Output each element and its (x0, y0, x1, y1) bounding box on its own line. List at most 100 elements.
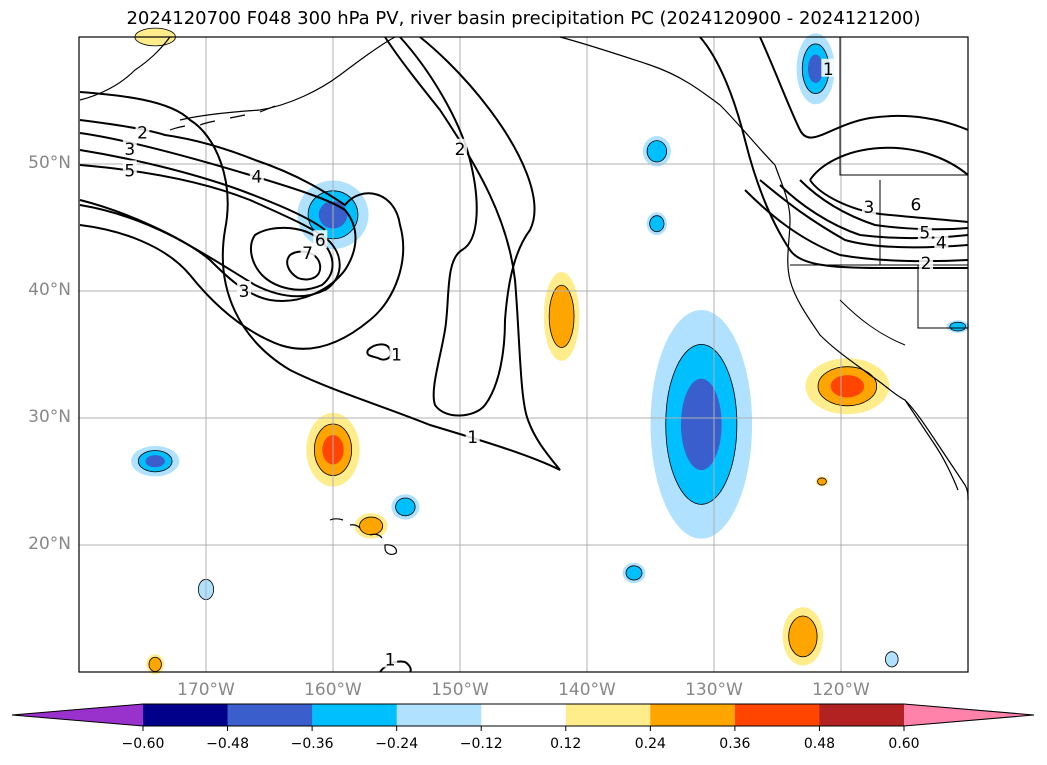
colorbar-segment-3 (396, 704, 482, 726)
colorbar-tick-label-8: 0.48 (803, 736, 836, 752)
pv-contour-3-west (79, 132, 357, 302)
pv-contour-label-1: 3 (124, 140, 135, 160)
precip-patch-17-level-1 (949, 321, 967, 332)
pv-contour-5-east (799, 179, 969, 231)
precip-patch-8-level-1 (646, 140, 668, 163)
precip-patch-11-level-1 (395, 497, 416, 517)
colorbar-segment-2 (312, 704, 398, 726)
pv-label-bg-9 (465, 427, 480, 446)
pv-contour-label-14: 5 (919, 224, 930, 244)
precip-patch-2-level-2 (145, 455, 165, 468)
map-title: 2024120700 F048 300 hPa PV, river basin … (126, 8, 921, 29)
pv-contour-label-6: 3 (239, 282, 250, 302)
pv-label-bg-16 (919, 253, 934, 272)
lat-label-20: 20°N (28, 534, 71, 554)
pv-contour-1-small (366, 343, 392, 361)
colorbar-segment-6 (650, 704, 736, 726)
pv-label-bg-10 (383, 649, 398, 668)
colorbar-segment-8 (819, 704, 905, 726)
pv-contour-label-3: 4 (251, 168, 262, 188)
pv-label-bg-1 (122, 138, 137, 157)
precip-patch-5-level-2 (830, 375, 865, 398)
coastlines (79, 36, 969, 555)
map-frame (78, 36, 969, 673)
pv-contour-label-16: 2 (921, 254, 932, 274)
lon-label-120: 120°W (812, 680, 870, 700)
state-border-2 (917, 265, 968, 329)
colorbar-tick-label-3: −0.24 (375, 736, 419, 752)
colorbar-segment-5 (565, 704, 651, 726)
precip-patch-6-level-1 (788, 615, 818, 658)
lat-label-40: 40°N (28, 280, 71, 300)
pv-contour-label-12: 3 (864, 198, 875, 218)
pv-contour-label-5: 7 (302, 244, 313, 264)
pv-label-bg-2 (122, 160, 137, 179)
pv-contour-label-0: 2 (137, 123, 148, 143)
canada-us-border (839, 37, 968, 176)
colorbar-tick-label-2: −0.36 (290, 736, 334, 752)
pv-label-bg-8 (389, 344, 404, 363)
pv-contour-3-east (759, 179, 969, 249)
pv-label-bg-3 (249, 166, 264, 185)
colorbar-segment-4 (481, 704, 567, 726)
pv-contour-5-west (79, 149, 326, 231)
pv-label-bg-5 (300, 242, 315, 261)
precip-patch-7-level-2 (807, 54, 824, 83)
alaska-coast (79, 36, 776, 166)
precip-layer (131, 27, 970, 675)
pv-label-bg-4 (313, 230, 328, 249)
west-coast (774, 164, 969, 501)
pv-label-bg-14 (917, 222, 932, 241)
colorbar-tick-label-6: 0.24 (634, 736, 666, 752)
pv-contour-2-trough (399, 36, 536, 417)
colorbar-segment-1 (227, 704, 313, 726)
lon-label-160: 160°W (304, 680, 362, 700)
precip-patch-3-level-1 (548, 284, 575, 348)
lat-label-50: 50°N (28, 153, 71, 173)
colorbar-segment-0 (143, 704, 229, 726)
pv-contour-label-15: 4 (936, 234, 947, 254)
lon-label-170: 170°W (177, 680, 235, 700)
hawaii (329, 518, 397, 555)
precip-patch-16-level-1 (817, 477, 827, 486)
lon-label-130: 130°W (685, 680, 743, 700)
pv-contour-label-4: 6 (315, 231, 326, 251)
pv-label-bg-11 (821, 58, 836, 77)
pv-contour-label-2: 5 (124, 161, 135, 181)
pv-contour-6-west (249, 226, 334, 291)
graticule (79, 37, 968, 672)
precip-patch-15-level-0 (885, 651, 899, 668)
precip-patch-9-level-1 (649, 215, 665, 233)
colorbar-tick-label-0: −0.60 (121, 736, 165, 752)
lon-label-150: 150°W (431, 680, 489, 700)
pv-contour-label-9: 1 (467, 428, 478, 448)
pv-contour-label-7: 2 (455, 140, 466, 160)
pv-contour-label-13: 6 (911, 196, 922, 216)
pv-label-bg-7 (453, 138, 467, 157)
aleutian-islands (169, 105, 276, 131)
pv-contours (79, 36, 969, 673)
colorbar-tick-label-9: 0.60 (888, 736, 920, 752)
pv-label-bg-13 (908, 194, 923, 213)
colorbar-tick-label-5: 0.12 (550, 736, 582, 752)
lon-label-140: 140°W (558, 680, 616, 700)
pv-contour-2-west (79, 119, 405, 350)
pv-contour-label-10: 1 (385, 650, 396, 670)
colorbar-segment-7 (734, 704, 820, 726)
pv-contour-label-11: 1 (823, 60, 834, 80)
pv-label-bg-6 (237, 281, 252, 299)
pv-label-bg-0 (135, 122, 150, 141)
state-border-4 (839, 299, 906, 346)
colorbar-extend-min (12, 704, 143, 726)
political-borders (790, 37, 968, 346)
pv-contour-4-west (79, 164, 341, 298)
precip-patch-4-level-2 (680, 378, 722, 471)
colorbar-extend-max (904, 704, 1034, 726)
colorbar-tick-label-7: 0.36 (719, 736, 751, 752)
pv-label-bg-12 (861, 197, 876, 216)
pv-contour-1-east (699, 36, 968, 270)
colorbar-tick-label-1: −0.48 (206, 736, 249, 752)
